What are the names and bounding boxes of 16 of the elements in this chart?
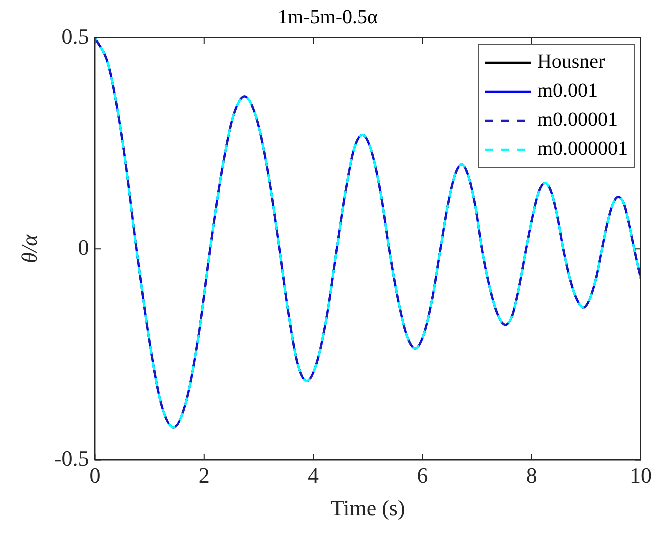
y-axis-title: θ/α [16,234,42,264]
x-tick-label: 8 [526,463,538,488]
y-tick-label: 0.5 [62,24,90,49]
x-axis-title: Time (s) [330,496,406,521]
x-tick-label: 2 [198,463,210,488]
line-series [95,38,641,429]
x-tick-label: 10 [630,463,652,488]
legend-label: m0.001 [537,79,598,104]
y-tick-label: -0.5 [54,446,90,471]
y-tick-label: 0 [78,234,90,260]
x-tick-label: 6 [417,463,428,488]
x-tick-label: 4 [308,463,320,488]
legend-label: m0.00001 [537,108,618,133]
chart-title: 1m-5m-0.5α [278,6,378,28]
legend-label: m0.000001 [537,137,628,162]
legend-label: Housner [537,50,606,75]
